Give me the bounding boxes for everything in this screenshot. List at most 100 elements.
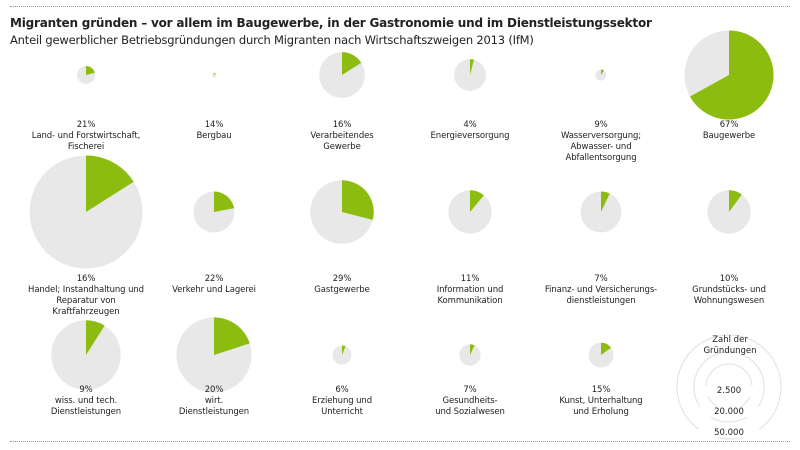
pie [707,190,751,234]
pie-share-slice [601,191,610,212]
pie [448,190,492,234]
pie-label: 6% Erziehung und Unterricht [279,385,405,418]
legend-circle [693,351,765,423]
pie-share-slice [214,191,235,212]
pie-label: 7% Gesundheits-und Sozialwesen [407,385,533,418]
pie-category-label: Verarbeitendes [310,131,374,141]
pie-percent-label: 20% [204,385,224,395]
pie [588,342,614,368]
pie-label: 21% Land- und Forstwirtschaft, Fischerei [23,120,149,153]
pie-percent-label: 14% [204,120,224,130]
pie-share-slice [342,180,374,220]
pie-category-label: Kommunikation [437,296,503,306]
pie-percent-label: 9% [79,385,93,395]
pie-label: 20% wirt. Dienstleistungen [151,385,277,418]
chart-title: Migranten gründen – vor allem im Baugewe… [10,16,652,30]
pie-label: 4% Energieversorgung [407,120,533,142]
pie-share-slice [342,52,362,75]
pie-category-label: Abwasser- und [570,142,632,152]
pie-label: 16% Verarbeitendes Gewerbe [279,120,405,153]
pie-percent-label: 10% [719,274,739,284]
legend-circle [676,334,782,440]
pie [211,72,217,78]
pie-share-slice [470,344,475,355]
pie-category-label: wirt. [204,396,224,406]
pie-percent-label: 9% [594,120,608,130]
legend-value-label: 50.000 [699,428,759,438]
pie-label: 11% Information und Kommunikation [407,274,533,307]
pie-label: 9% Wasserversorgung; Abwasser- und Abfallen… [538,120,664,164]
pie [459,344,481,366]
pie-category-label: Kunst, Unterhaltung [559,396,643,406]
pie-share-slice [729,190,742,212]
legend-title-line: Zahl der [712,335,748,345]
pie-percent-label: 67% [719,120,739,130]
pie-label: 15% Kunst, Unterhaltung und Erholung [538,385,664,418]
pie-label: 10% Grundstücks- und Wohnungswesen [666,274,792,307]
pie-category-label: Finanz- und Versicherungs- [544,285,658,295]
pie [684,30,774,120]
pie-category-label: Information und [436,285,504,295]
pie-label: 67% Baugewerbe [666,120,792,142]
pie-share-slice [86,155,134,212]
pie-category-label: Energieversorgung [430,131,510,141]
pie-category-label: Gastgewerbe [314,285,370,295]
pie-category-label: Dienstleistungen [50,407,122,417]
pie-percent-label: 15% [591,385,611,395]
pie-label: 14% Bergbau [151,120,277,142]
pie-percent-label: 6% [335,385,349,395]
pie-category-label: Land- und Forstwirtschaft, [31,131,141,141]
pie-category-label: Unterricht [321,407,363,417]
pie-label: 9% wiss. und tech. Dienstleistungen [23,385,149,418]
pie-percent-label: 29% [332,274,352,284]
pie [176,317,252,393]
pie-share-slice [601,69,604,75]
pie [454,59,486,91]
pie [51,320,121,390]
pie-category-label: Verkehr und Lagerei [172,285,256,295]
pie-category-label: Wohnungswesen [693,296,765,306]
pie-category-label: Gewerbe [323,142,361,152]
pie-category-label: Wasserversorgung; [560,131,642,141]
pie-label: 22% Verkehr und Lagerei [151,274,277,296]
pie-category-label: Reparatur von Kraftfahrzeugen [52,296,120,317]
pie-category-label: Bergbau [196,131,232,141]
pie-category-label: Erziehung und [311,396,373,406]
pie-category-label: und Erholung [573,407,629,417]
pie-percent-label: 11% [460,274,480,284]
pie-category-label: Baugewerbe [702,131,756,141]
legend-title: Zahl der Gründungen [680,335,780,357]
pie-percent-label: 22% [204,274,224,284]
bottom-divider [10,441,790,442]
pie-share-slice [601,342,612,355]
pie-category-label: Dienstleistungen [178,407,250,417]
pie-category-label: dienstleistungen [566,296,636,306]
pie-category-label: Handel; Instandhaltung und [28,285,144,295]
pie-category-label: Grundstücks- und [692,285,766,295]
pie-share-slice [342,345,346,355]
pie-share-slice [470,59,474,75]
pie-percent-label: 7% [463,385,477,395]
pie-percent-label: 16% [76,274,96,284]
pie-category-label: Fischerei [67,142,105,152]
legend-value-label: 20.000 [699,407,759,417]
pie [29,155,143,269]
pie [332,345,352,365]
pie-percent-label: 4% [463,120,477,130]
top-divider [10,6,790,7]
pie-category-label: und Sozialwesen [435,407,505,417]
pie-label: 7% Finanz- und Versicherungs-dienstleistu… [538,274,664,307]
pie-share-slice [689,30,774,120]
chart-subtitle: Anteil gewerblicher Betriebsgründungen d… [10,33,534,47]
pie [580,191,622,233]
pie-category-label: Abfallentsorgung [565,153,637,163]
pie [193,191,235,233]
pie-share-slice [214,72,216,75]
pie [319,52,365,98]
pie-category-label: Gesundheits- [442,396,498,406]
pie-share-slice [214,317,250,355]
pie [595,69,607,81]
pie-share-slice [86,66,95,75]
pie-percent-label: 16% [332,120,352,130]
